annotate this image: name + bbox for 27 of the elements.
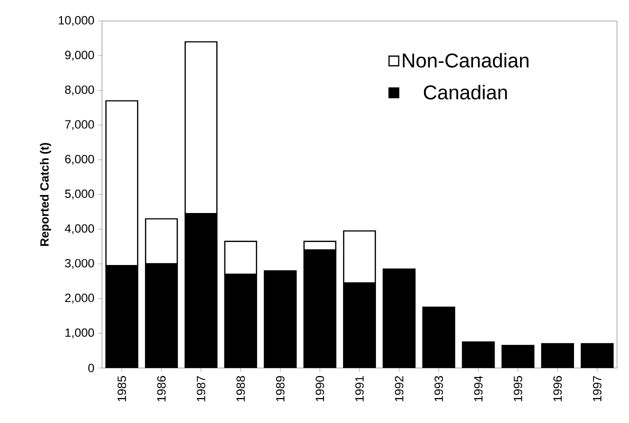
y-tick-label: 9,000 [65,50,94,61]
y-tick-label: 7,000 [65,120,94,130]
x-tick-label: 1994 [474,376,483,402]
y-tick-label: 1,000 [65,328,94,338]
y-tick-label: 6,000 [65,154,94,165]
y-tick-label: 5,000 [65,190,94,200]
x-tick-label: 1996 [553,376,562,402]
x-tick-label: 1993 [434,376,443,402]
x-tick-label: 1995 [514,376,522,402]
x-tick-label: 1987 [196,376,206,402]
y-tick-label: 2,000 [65,294,94,304]
y-tick-label: 3,000 [65,258,94,269]
x-tick-label: 1992 [394,376,404,402]
x-tick-label: 1990 [316,376,324,402]
legend-label: Non-Canadian [402,52,528,68]
x-tick-label: 1986 [157,376,166,402]
y-tick-label: 4,000 [64,224,94,234]
x-tick-label: 1985 [118,376,126,402]
x-tick-label: 1988 [236,376,245,402]
x-tick-label: 1991 [355,376,364,402]
y-tick-label: 8,000 [65,85,94,96]
x-tick-label: 1989 [276,376,284,402]
legend-label: Canadian [424,84,507,100]
y-tick-label: 0 [88,364,94,372]
y-tick-label: 10,000 [58,16,94,26]
y-axis-title: Reported Catch (t) [40,142,52,246]
x-tick-label: 1997 [592,376,602,402]
